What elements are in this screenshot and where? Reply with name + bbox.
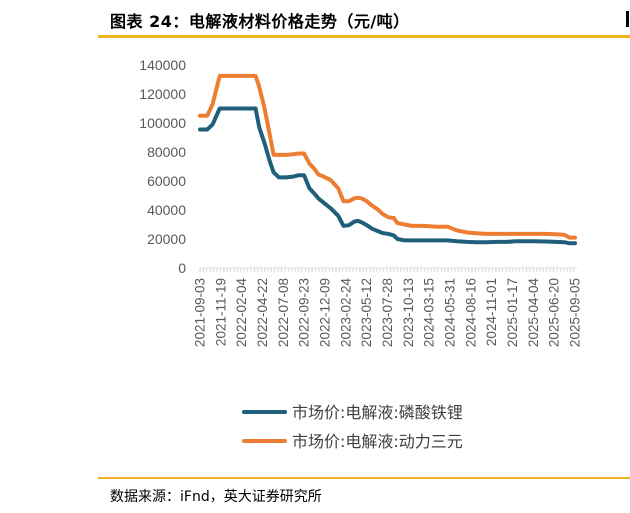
x-tick-label: 2024-08-16 xyxy=(463,278,478,347)
x-axis-tickmarks xyxy=(199,268,575,272)
y-tick-label: 60000 xyxy=(147,173,186,189)
edge-mark xyxy=(626,11,629,27)
x-tick-label: 2024-03-15 xyxy=(422,278,437,347)
x-axis-ticks: 2021-09-03 2021-11-19 2022-02-04 2022-04-22… xyxy=(193,278,583,348)
footer-rule xyxy=(98,477,630,479)
y-tick-label: 120000 xyxy=(139,86,186,102)
line-chart: 020000400006000080000100000120000140000 … xyxy=(139,57,583,451)
series-line-1 xyxy=(198,73,577,240)
y-axis-ticks: 0 20000 40000 60000 80000 100000 120000 140000 xyxy=(139,57,186,276)
x-tick-label: 2022-12-09 xyxy=(318,278,333,347)
y-tick-label: 140000 xyxy=(139,57,186,73)
x-tick-label: 2022-04-22 xyxy=(255,278,270,347)
x-tick-label: 2023-07-28 xyxy=(380,278,395,347)
x-tick-label: 2025-06-20 xyxy=(547,278,562,347)
x-tick-label: 2024-11-01 xyxy=(484,278,499,346)
x-tick-label: 2022-09-23 xyxy=(297,278,312,347)
y-tick-label: 100000 xyxy=(139,115,186,131)
figure-title: 图表 24：电解液材料价格走势（元/吨） xyxy=(110,12,410,31)
x-tick-label: 2024-05-31 xyxy=(443,278,458,347)
x-tick-label: 2022-02-04 xyxy=(234,278,249,348)
x-tick-label: 2025-09-05 xyxy=(568,278,583,347)
legend-label-1: 市场价:电解液:动力三元 xyxy=(292,432,463,451)
x-tick-label: 2023-10-13 xyxy=(401,278,416,347)
x-tick-label: 2021-11-19 xyxy=(213,278,228,346)
data-source: 数据来源：iFnd，英大证券研究所 xyxy=(110,489,322,505)
x-tick-label: 2021-09-03 xyxy=(193,278,208,347)
x-tick-label: 2025-04-04 xyxy=(526,278,541,348)
y-tick-label: 0 xyxy=(178,260,186,276)
x-tick-label: 2025-01-17 xyxy=(505,278,520,347)
y-tick-label: 40000 xyxy=(147,202,186,218)
x-tick-label: 2022-07-08 xyxy=(276,278,291,347)
legend-label-0: 市场价:电解液:磷酸铁锂 xyxy=(292,403,463,422)
series-line-0 xyxy=(198,106,577,246)
y-tick-label: 20000 xyxy=(147,231,186,247)
title-rule xyxy=(98,35,630,38)
series-lines xyxy=(198,73,577,246)
x-tick-label: 2023-02-24 xyxy=(338,278,353,348)
x-tick-label: 2023-05-12 xyxy=(359,278,374,347)
y-tick-label: 80000 xyxy=(147,144,186,160)
